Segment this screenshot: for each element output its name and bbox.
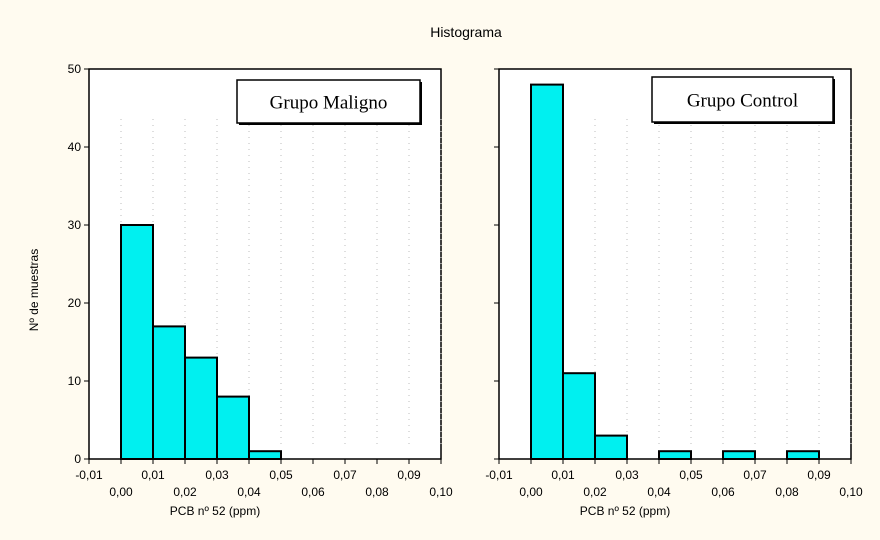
x-tick-label: 0,05 [269, 468, 293, 482]
y-tick-label: 40 [68, 140, 82, 154]
histogram-bar [184, 356, 218, 461]
histogram-bar [248, 450, 282, 461]
x-tick-label: 0,10 [839, 485, 863, 499]
y-tick-label: 50 [68, 62, 82, 76]
x-tick-label: 0,08 [775, 485, 799, 499]
y-tick-label: 30 [68, 218, 82, 232]
histogram-bar [530, 83, 564, 460]
legend-box [651, 76, 834, 123]
histogram-bar [658, 450, 692, 461]
x-tick-label: 0,09 [807, 468, 831, 482]
x-tick-label: 0,06 [711, 485, 735, 499]
x-tick-label: 0,04 [647, 485, 671, 499]
histogram-bar [722, 450, 756, 461]
x-tick-label: 0,07 [743, 468, 767, 482]
x-tick-label: 0,00 [109, 485, 133, 499]
x-tick-label: 0,02 [173, 485, 197, 499]
x-tick-label: 0,09 [397, 468, 421, 482]
x-tick-label: -0,01 [75, 468, 103, 482]
y-tick-label: 10 [68, 374, 82, 388]
histogram-bar [216, 395, 250, 461]
x-axis-label: PCB nº 52 (ppm) [580, 504, 670, 518]
x-tick-label: 0,07 [333, 468, 357, 482]
x-tick-label: 0,08 [365, 485, 389, 499]
y-tick-label: 20 [68, 296, 82, 310]
chart-title: Histograma [430, 24, 502, 40]
histogram-bar [562, 372, 596, 461]
x-axis-label: PCB nº 52 (ppm) [170, 504, 260, 518]
x-tick-label: 0,03 [205, 468, 229, 482]
histogram-bar [786, 450, 820, 461]
x-tick-label: 0,00 [519, 485, 543, 499]
x-tick-label: 0,04 [237, 485, 261, 499]
histogram-bar [120, 224, 154, 460]
legend-label: Grupo Control [687, 91, 798, 112]
x-tick-label: 0,05 [679, 468, 703, 482]
histogram-bar [594, 434, 628, 461]
x-tick-label: 0,02 [583, 485, 607, 499]
x-tick-label: 0,01 [551, 468, 575, 482]
x-tick-label: 0,03 [615, 468, 639, 482]
histogram-bar [152, 325, 186, 460]
x-tick-label: 0,06 [301, 485, 325, 499]
x-tick-label: 0,01 [141, 468, 165, 482]
panel-grupo-maligno: 0 10 20 30 40 50 -0,01 0,01 0,03 0,05 0,07 0,09 0,00… [68, 62, 453, 518]
x-tick-label: 0,10 [429, 485, 453, 499]
y-tick-label: 0 [74, 452, 81, 466]
y-axis-label: Nº de muestras [27, 249, 41, 331]
legend-label: Grupo Maligno [270, 93, 388, 114]
panel-grupo-control: -0,01 0,01 0,03 0,05 0,07 0,09 0,00 0,02 0,04 0,0… [485, 68, 863, 518]
legend-box [236, 79, 421, 124]
x-tick-label: -0,01 [485, 468, 513, 482]
